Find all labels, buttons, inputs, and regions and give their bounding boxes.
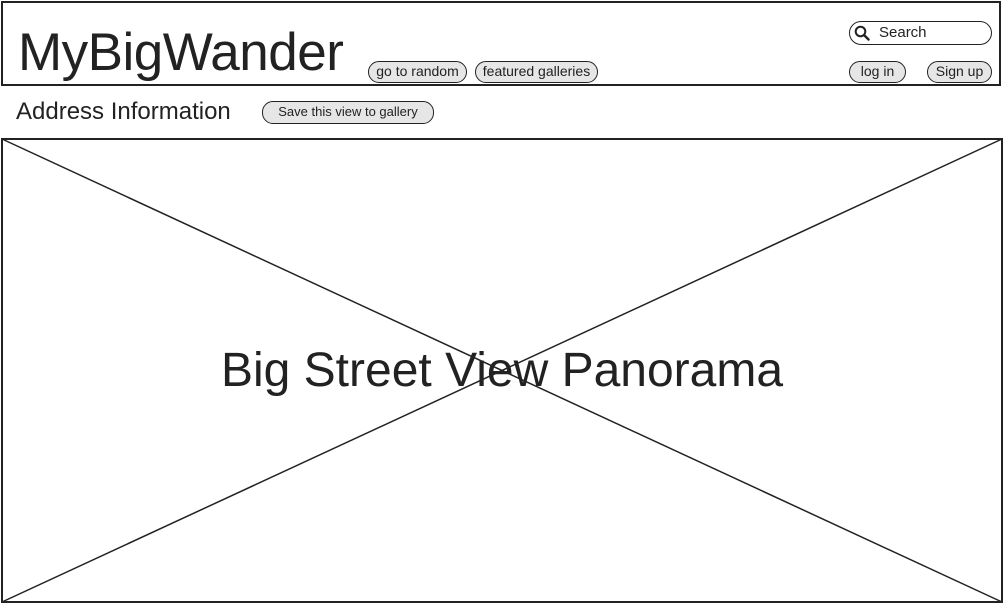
search-icon: [854, 25, 870, 41]
site-header: MyBigWander go to random featured galler…: [1, 1, 1001, 86]
search-input[interactable]: Search: [879, 24, 927, 41]
go-to-random-button[interactable]: go to random: [368, 61, 467, 83]
search-field[interactable]: Search: [849, 21, 992, 45]
save-to-gallery-button[interactable]: Save this view to gallery: [262, 101, 434, 124]
featured-galleries-button[interactable]: featured galleries: [475, 61, 598, 83]
log-in-button[interactable]: log in: [849, 61, 906, 83]
address-title: Address Information: [16, 98, 231, 125]
panorama-label: Big Street View Panorama: [220, 344, 784, 397]
panorama-placeholder-graphic: [1, 138, 1003, 603]
panorama-placeholder[interactable]: Big Street View Panorama: [1, 138, 1003, 603]
site-logo[interactable]: MyBigWander: [18, 23, 344, 82]
sign-up-button[interactable]: Sign up: [927, 61, 992, 83]
